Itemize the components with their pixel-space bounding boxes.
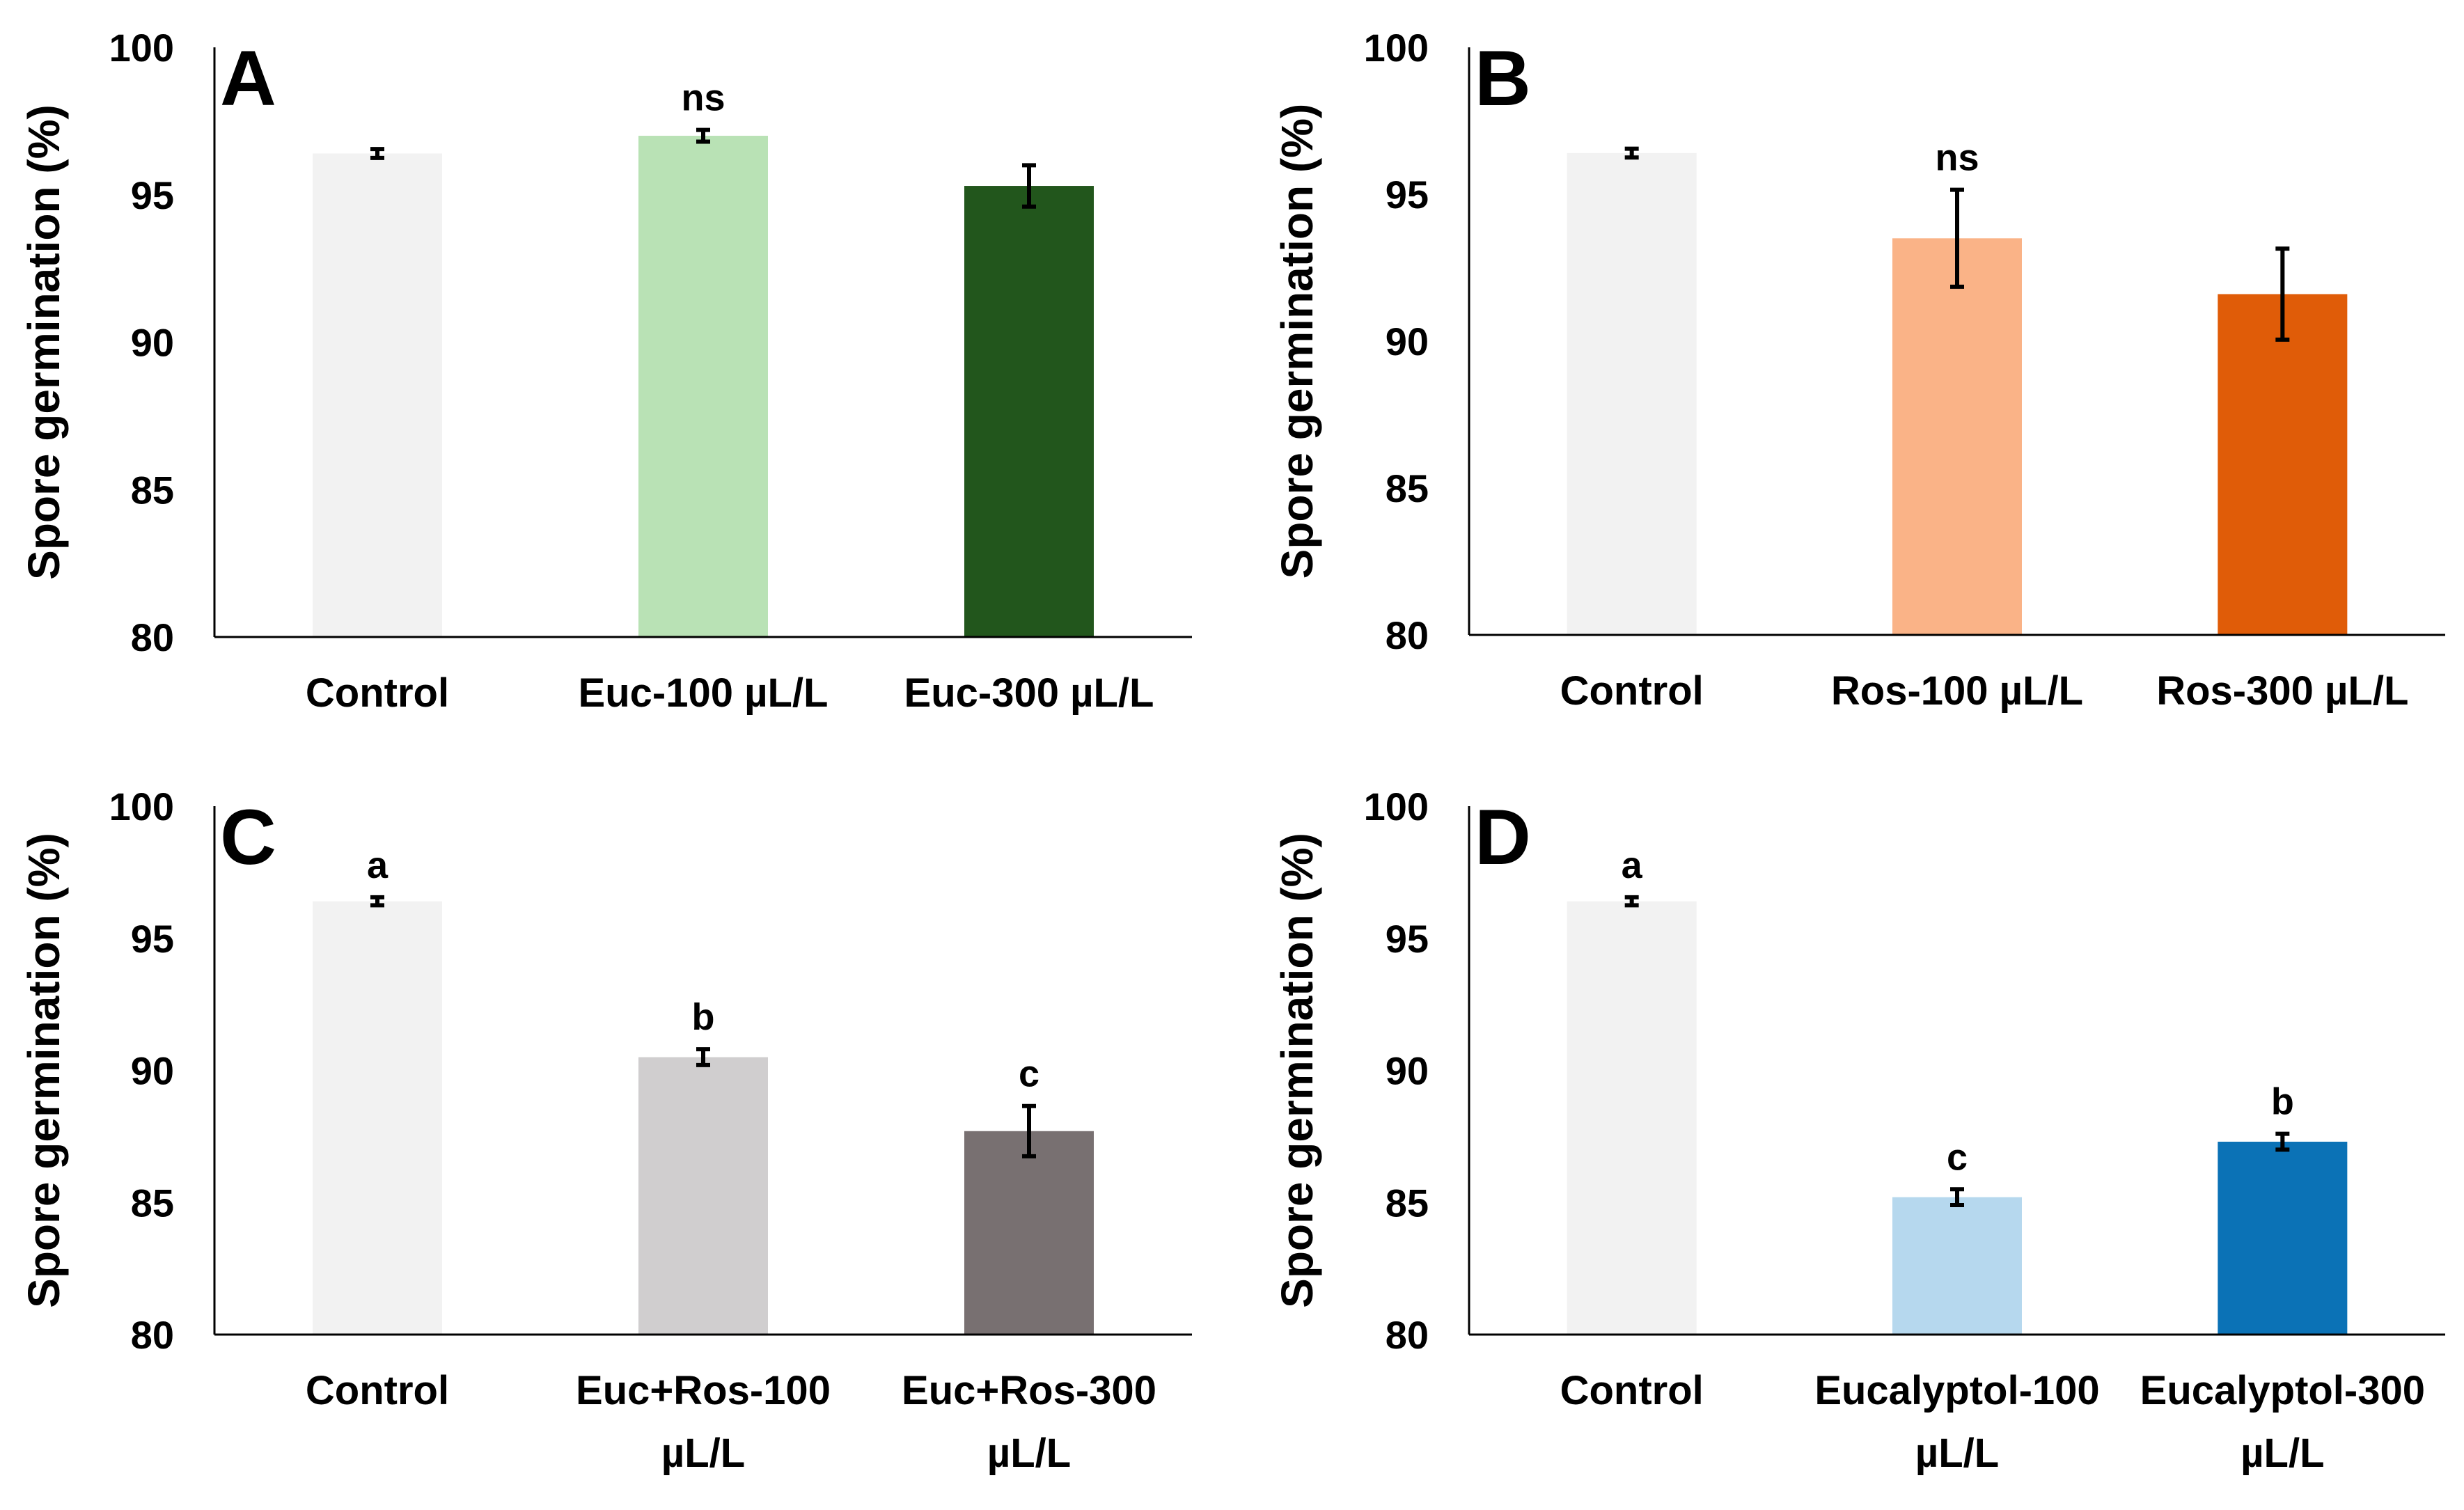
bar-c-1	[313, 901, 442, 1335]
panel-b: Control ns Ros-100 µL/L Ros-300 µL/L 80 85 90 9…	[1272, 26, 2445, 714]
error-bar-b-1	[1624, 146, 1639, 160]
error-bar-c-3	[1022, 1103, 1036, 1158]
y-tick-label: 95	[131, 917, 174, 961]
panel-letter: D	[1475, 794, 1531, 881]
y-tick-label: 90	[131, 321, 174, 365]
significance-label: a	[367, 844, 389, 886]
x-tick-label: µL/L	[1915, 1431, 1999, 1476]
error-bar-d-3	[2275, 1131, 2290, 1152]
bar-a-2	[638, 136, 768, 638]
panel-letter: B	[1475, 35, 1531, 122]
x-tick-label: Control	[1560, 1368, 1704, 1413]
y-tick-label: 95	[1386, 173, 1429, 217]
x-tick-label: Ros-300 µL/L	[2156, 668, 2408, 714]
x-tick-label: Euc-100 µL/L	[579, 670, 829, 716]
y-tick-label: 95	[1386, 917, 1429, 961]
y-tick-label: 85	[131, 468, 174, 512]
y-tick-label: 80	[131, 1313, 174, 1357]
bar-b-3	[2218, 294, 2348, 635]
x-tick-label: Ros-100 µL/L	[1831, 668, 2083, 714]
bar-d-2	[1892, 1197, 2022, 1335]
bar-d-1	[1567, 901, 1697, 1335]
panel-a: Control ns Euc-100 µL/L Euc-300 µL/L 80 85 90 9…	[19, 26, 1192, 716]
x-tick-label: Control	[306, 1368, 449, 1413]
error-bar-d-2	[1950, 1187, 1964, 1208]
bar-b-2	[1892, 238, 2022, 635]
y-tick-label: 90	[1386, 320, 1429, 363]
x-tick-label: µL/L	[661, 1431, 745, 1476]
y-tick-label: 80	[1386, 1313, 1429, 1357]
panel-d: a Control c Eucalyptol-100 µL/L b Eucalyptol-3…	[1272, 785, 2445, 1476]
error-bar-b-2	[1950, 187, 1964, 289]
x-tick-label: µL/L	[2241, 1431, 2324, 1476]
bar-c-2	[638, 1057, 768, 1335]
y-axis-label: Spore germination (%)	[19, 833, 69, 1308]
bar-a-1	[313, 153, 442, 637]
x-tick-label: Eucalyptol-100	[1814, 1368, 2099, 1413]
y-tick-label: 100	[109, 785, 174, 828]
y-tick-label: 85	[131, 1181, 174, 1225]
y-axis-label: Spore germination (%)	[19, 104, 69, 580]
significance-label: b	[2271, 1081, 2294, 1123]
significance-label: b	[692, 996, 715, 1038]
x-tick-label: µL/L	[987, 1431, 1071, 1476]
x-tick-label: Control	[1560, 668, 1704, 714]
error-bar-c-2	[696, 1047, 710, 1067]
y-tick-label: 85	[1386, 1181, 1429, 1225]
y-axis-label: Spore germination (%)	[1272, 104, 1322, 579]
error-bar-a-1	[370, 147, 384, 160]
y-tick-label: 80	[131, 615, 174, 659]
y-tick-label: 85	[1386, 466, 1429, 510]
bar-b-1	[1567, 152, 1697, 636]
error-bar-a-2	[696, 127, 710, 144]
y-tick-label: 100	[1364, 785, 1429, 828]
panel-letter: A	[220, 35, 276, 122]
significance-label: ns	[1935, 137, 1979, 179]
x-tick-label: Eucalyptol-300	[2140, 1368, 2425, 1413]
x-tick-label: Euc+Ros-300	[902, 1368, 1156, 1413]
y-tick-label: 95	[131, 173, 174, 217]
panel-c: a Control b Euc+Ros-100 µL/L c Euc+Ros-300 µL/L…	[19, 785, 1192, 1476]
panel-letter: C	[220, 794, 276, 881]
significance-label: a	[1622, 844, 1643, 886]
significance-label: c	[1947, 1136, 1968, 1178]
bar-c-3	[964, 1131, 1094, 1335]
error-bar-b-3	[2275, 246, 2290, 342]
x-tick-label: Euc+Ros-100	[576, 1368, 831, 1413]
error-bar-c-1	[370, 895, 384, 908]
y-tick-label: 90	[1386, 1049, 1429, 1093]
x-tick-label: Euc-300 µL/L	[904, 670, 1154, 716]
y-tick-label: 100	[109, 26, 174, 70]
x-tick-label: Control	[306, 670, 449, 716]
error-bar-d-1	[1624, 895, 1639, 908]
error-bar-a-3	[1022, 163, 1036, 209]
significance-label: ns	[681, 77, 725, 119]
y-tick-label: 100	[1364, 26, 1429, 70]
y-axis-label: Spore germination (%)	[1272, 833, 1322, 1308]
y-tick-label: 90	[131, 1049, 174, 1093]
significance-label: c	[1019, 1053, 1039, 1095]
bar-d-3	[2218, 1141, 2348, 1335]
y-tick-label: 80	[1386, 613, 1429, 657]
bar-a-3	[964, 186, 1094, 637]
